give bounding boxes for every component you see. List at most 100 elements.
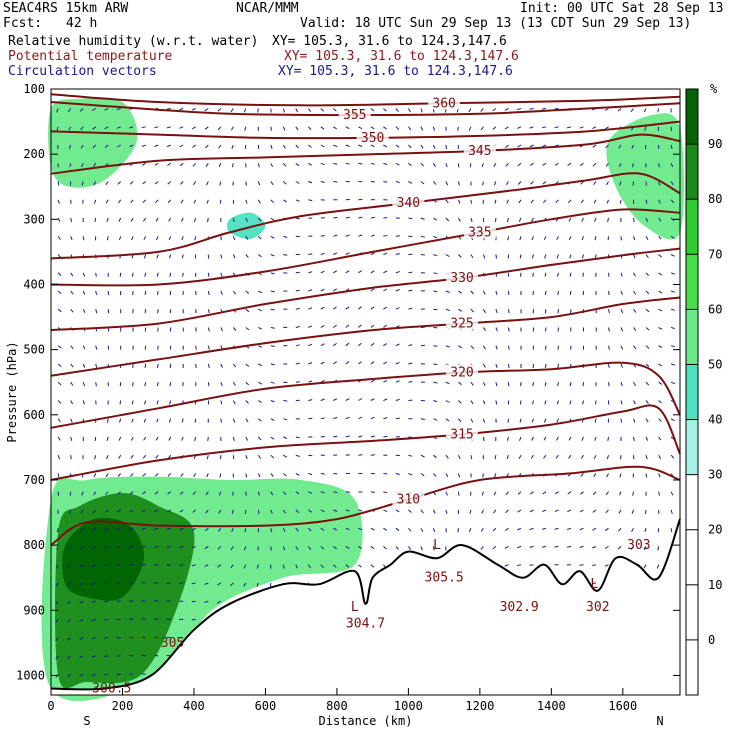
vector-arrow (457, 528, 459, 533)
vector-arrow (230, 108, 234, 113)
field-xy-vectors: XY= 105.3, 31.6 to 124.3,147.6 (278, 64, 513, 79)
vector-arrow (106, 236, 109, 241)
vector-arrow (270, 363, 275, 366)
vector-arrow (230, 564, 234, 569)
vector-arrow (219, 199, 222, 204)
vector-arrow (130, 454, 134, 459)
vector-arrow (395, 162, 400, 166)
vector-arrow (633, 418, 636, 423)
theta-contour-315 (50, 404, 681, 481)
vector-arrow (118, 217, 122, 222)
vector-arrow (193, 217, 197, 222)
vector-arrow (57, 473, 60, 478)
vector-arrow (307, 564, 312, 569)
vector-arrow (408, 362, 413, 365)
theta-contour-335 (50, 208, 681, 287)
vector-arrow (517, 126, 522, 129)
vector-arrow (555, 436, 559, 441)
vector-arrow (383, 379, 388, 383)
vector-arrow (141, 654, 146, 657)
vector-arrow (556, 418, 559, 423)
vector-arrow (592, 162, 597, 167)
vector-arrow (56, 108, 59, 113)
vector-arrow (458, 418, 462, 423)
vector-arrow (320, 546, 325, 550)
vector-arrow (80, 546, 84, 550)
vector-arrow (105, 473, 109, 478)
vector-arrow (633, 436, 635, 442)
vector-arrow (608, 345, 610, 350)
vector-arrow (383, 343, 387, 347)
vector-arrow (129, 126, 134, 129)
vector-arrow (308, 491, 313, 494)
vector-arrow (555, 199, 559, 204)
y-tick-label: 700 (23, 473, 45, 487)
theta-label-355: 355 (343, 108, 366, 123)
vector-arrow (408, 344, 413, 347)
vector-arrow (570, 309, 572, 314)
vector-arrow (283, 418, 288, 421)
vector-arrow (420, 254, 425, 256)
terrain-mask (51, 519, 680, 695)
vector-arrow (154, 491, 159, 495)
colorbar-label: 30 (708, 468, 722, 482)
vector-arrow (554, 126, 559, 129)
vector-arrow (57, 363, 62, 367)
vector-arrow (470, 308, 475, 313)
valid-time: Valid: 18 UTC Sun 29 Sep 13 (13 CDT Sun … (300, 16, 692, 31)
theta-label-bg (463, 142, 496, 157)
vector-arrow (517, 144, 522, 148)
vector-arrow (204, 600, 209, 603)
x-tick-label: 1200 (465, 699, 494, 713)
vector-arrow (91, 673, 96, 676)
vector-arrow (245, 418, 249, 423)
vector-arrow (556, 400, 559, 405)
vector-arrow (283, 235, 288, 238)
vector-arrow (232, 236, 236, 241)
vector-arrow (508, 345, 510, 350)
vector-arrow (95, 290, 98, 296)
vector-arrow (631, 527, 634, 532)
vector-arrow (94, 436, 97, 441)
y-tick-label: 1000 (16, 668, 45, 682)
vector-arrow (433, 272, 438, 275)
y-tick-label: 200 (23, 147, 45, 161)
vector-arrow (658, 308, 663, 312)
vector-arrow (592, 545, 597, 549)
vector-arrow (395, 380, 400, 383)
vector-arrow (157, 309, 159, 314)
vector-arrow (658, 491, 660, 496)
vector-arrow (345, 361, 350, 365)
vector-arrow (592, 126, 597, 130)
vector-arrow (658, 363, 663, 367)
vector-arrow (157, 290, 159, 295)
vector-arrow (57, 181, 60, 186)
vector-arrow (517, 181, 522, 185)
vector-arrow (295, 546, 299, 551)
vector-arrow (282, 509, 287, 514)
vector-arrow (168, 236, 172, 241)
vector-arrow (131, 400, 134, 405)
vector-arrow (69, 163, 72, 168)
vector-arrow (383, 473, 388, 475)
vector-arrow (282, 527, 286, 533)
vector-arrow (395, 343, 400, 347)
rh-region-40 (227, 212, 266, 240)
vector-arrow (445, 163, 448, 168)
vector-arrow (308, 454, 313, 457)
theta-label-extra: 302 (586, 600, 609, 615)
vector-arrow (129, 545, 134, 548)
vector-arrow (333, 252, 338, 255)
vector-arrow (645, 400, 649, 404)
vector-arrow (243, 108, 247, 113)
vector-arrow (433, 308, 438, 311)
vector-arrow (194, 418, 197, 423)
vector-arrow (383, 417, 388, 420)
vector-arrow (370, 527, 375, 531)
colorbar-swatch (686, 474, 698, 530)
vector-arrow (93, 181, 97, 186)
vector-arrow (445, 217, 450, 222)
vector-arrow (131, 236, 134, 241)
vector-arrow (333, 162, 338, 165)
